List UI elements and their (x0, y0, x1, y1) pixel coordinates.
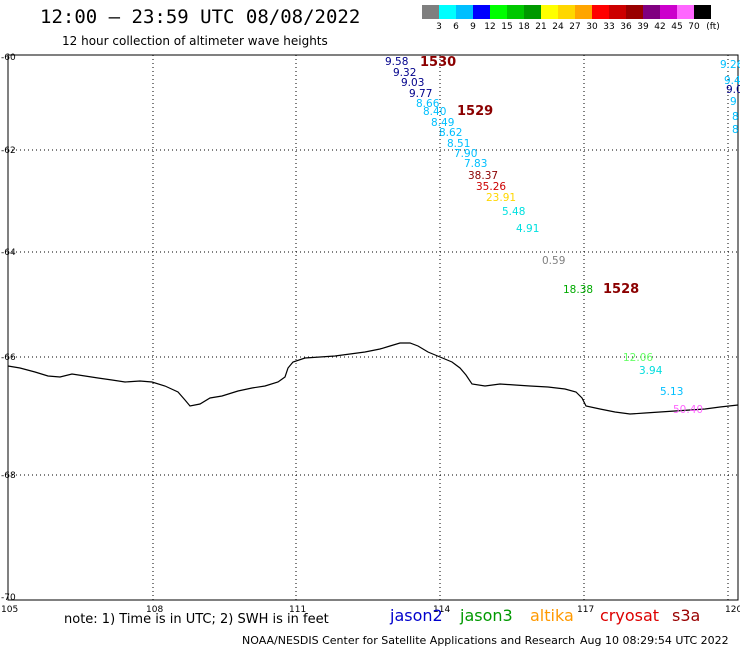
satellite-altika: altika (530, 606, 574, 625)
lat-label: -70 (1, 593, 16, 603)
wave-height-value: 50.40 (673, 404, 703, 416)
scale-label: 24 (552, 22, 564, 32)
wave-height-value: 8 (732, 124, 739, 136)
lat-label: -64 (1, 248, 16, 258)
scale-label: 33 (603, 22, 615, 32)
scale-label: 39 (637, 22, 649, 32)
wave-height-value: 8.40 (423, 106, 446, 118)
wave-height-value: 18.38 (563, 284, 593, 296)
wave-height-value: 5.48 (502, 206, 525, 218)
wave-height-value: 9.03 (401, 77, 424, 89)
wave-height-value: 9.32 (393, 67, 416, 79)
pass-label: 1528 (603, 282, 639, 297)
wave-height-value: 38.37 (468, 170, 498, 182)
wave-height-value: 9.4 (724, 75, 740, 87)
wave-height-value: 8.66 (416, 98, 440, 110)
scale-label: 15 (501, 22, 513, 32)
generation-timestamp: Aug 10 08:29:54 UTC 2022 (580, 634, 729, 647)
lon-label: 120 (725, 605, 740, 615)
scale-label: 42 (654, 22, 666, 32)
map-frame (7, 54, 739, 601)
lat-label: -66 (1, 353, 16, 363)
pass-label: 1530 (420, 55, 456, 70)
wave-height-value: 4.91 (516, 223, 539, 235)
wave-height-value: 8.49 (431, 117, 454, 129)
lat-label: -60 (1, 53, 16, 63)
coastline (7, 342, 739, 415)
scale-swatch (660, 5, 677, 19)
scale-label: 9 (470, 22, 476, 32)
wave-height-value: 23.91 (486, 192, 516, 204)
scale-swatch (592, 5, 609, 19)
scale-label: 45 (671, 22, 683, 32)
wave-height-value: 9.26 (720, 59, 740, 71)
map-title: 12:00 – 23:59 UTC 08/08/2022 (40, 6, 361, 28)
scale-unit: (ft) (706, 22, 720, 32)
longitude-labels: 105 108 111 114 117 120 (1, 605, 740, 615)
pass-label: 1529 (457, 104, 493, 119)
scale-swatch (507, 5, 524, 19)
scale-label: 30 (586, 22, 598, 32)
latitude-labels: -60 -62 -64 -66 -68 -70 (1, 53, 16, 603)
wave-height-value: 5.13 (660, 386, 683, 398)
satellite-jason3: jason3 (460, 606, 513, 625)
lat-label: -62 (1, 146, 16, 156)
scale-swatch (694, 5, 711, 19)
wave-height-value: 8.51 (447, 138, 470, 150)
scale-swatch (677, 5, 694, 19)
scale-label: 21 (535, 22, 547, 32)
credit-line: NOAA/NESDIS Center for Satellite Applica… (242, 634, 576, 647)
scale-label: 12 (484, 22, 496, 32)
wave-height-value: 9.77 (409, 88, 432, 100)
wave-height-value: 7.90 (454, 148, 477, 160)
wave-height-value: 8 (732, 111, 739, 123)
satellite-cryosat: cryosat (600, 606, 660, 625)
scale-swatch (456, 5, 473, 19)
scale-label: 27 (569, 22, 581, 32)
wave-height-value: 3.94 (639, 365, 663, 377)
lon-label: 108 (146, 605, 163, 615)
map-grid (8, 55, 738, 600)
scale-swatch (541, 5, 558, 19)
scale-label: 70 (688, 22, 700, 32)
scale-label: 36 (620, 22, 632, 32)
wave-height-value: 9.58 (385, 56, 408, 68)
wave-height-value: 9.0 (726, 84, 740, 96)
satellite-s3a: s3a (672, 606, 701, 625)
lon-label: 114 (433, 605, 450, 615)
scale-swatch (473, 5, 490, 19)
lon-label: 111 (289, 605, 306, 615)
wave-height-value: 0.59 (542, 255, 565, 267)
scale-label: 18 (518, 22, 530, 32)
scale-swatch (422, 5, 439, 19)
scale-swatch (626, 5, 643, 19)
wave-height-value: 8.62 (439, 127, 462, 139)
scale-swatch (490, 5, 507, 19)
map-subtitle: 12 hour collection of altimeter wave hei… (62, 34, 328, 48)
scale-swatch (609, 5, 626, 19)
scale-label: 3 (436, 22, 442, 32)
lat-label: -68 (1, 471, 16, 481)
scale-swatch (643, 5, 660, 19)
lon-label: 105 (1, 605, 18, 615)
wave-height-value: 12.06 (623, 352, 653, 364)
lon-label: 117 (577, 605, 594, 615)
footnote: note: 1) Time is in UTC; 2) SWH is in fe… (64, 612, 329, 627)
scale-swatch (558, 5, 575, 19)
scale-swatch (575, 5, 592, 19)
scale-label: 6 (453, 22, 459, 32)
wave-height-value: 9 (730, 96, 737, 108)
wave-height-value: 7.83 (464, 158, 487, 170)
satellite-jason2: jason2 (390, 606, 443, 625)
scale-swatch (439, 5, 456, 19)
observations: 9.58 9.32 9.03 9.77 8.66 8.40 8.49 8.62 … (385, 56, 740, 416)
wave-height-value: 35.26 (476, 181, 506, 193)
scale-swatch (524, 5, 541, 19)
